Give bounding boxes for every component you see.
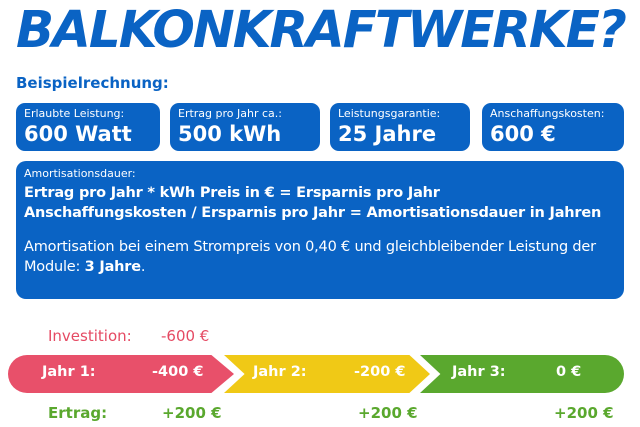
timeline-segment-year1: Jahr 1: -400 €	[8, 355, 234, 393]
card-value: 500 kWh	[178, 122, 282, 146]
subtitle: Beispielrechnung:	[16, 74, 169, 92]
amortisation-note: Amortisation bei einem Strompreis von 0,…	[24, 237, 616, 277]
card-kosten: Anschaffungskosten: 600 €	[482, 103, 624, 151]
note-end: .	[140, 259, 146, 275]
segment-value: -200 €	[354, 364, 406, 380]
card-garantie: Leistungsgarantie: 25 Jahre	[330, 103, 470, 151]
note-emphasis: 3 Jahre	[84, 259, 141, 275]
segment-label: Jahr 2:	[253, 364, 307, 380]
segment-label: Jahr 1:	[42, 364, 96, 380]
card-value: 600 €	[490, 122, 556, 146]
investition-value: -600 €	[161, 327, 210, 345]
note-text: Amortisation bei einem Strompreis von 0,…	[24, 239, 596, 275]
segment-value: -400 €	[152, 364, 204, 380]
timeline-segment-year2: Jahr 2: -200 €	[224, 355, 430, 393]
card-label: Anschaffungskosten:	[490, 107, 605, 120]
ertrag-label: Ertrag:	[48, 404, 108, 422]
amortisation-label: Amortisationsdauer:	[24, 167, 136, 180]
segment-value: 0 €	[556, 364, 582, 380]
card-value: 600 Watt	[24, 122, 132, 146]
timeline-segment-year3: Jahr 3: 0 €	[420, 355, 624, 393]
page-title: BALKONKRAFTWERKE?	[16, 1, 627, 60]
card-label: Leistungsgarantie:	[338, 107, 441, 120]
card-label: Ertrag pro Jahr ca.:	[178, 107, 282, 120]
segment-label: Jahr 3:	[452, 364, 506, 380]
card-ertrag: Ertrag pro Jahr ca.: 500 kWh	[170, 103, 320, 151]
ertrag-value-year2: +200 €	[358, 404, 418, 422]
ertrag-value-year1: +200 €	[162, 404, 222, 422]
ertrag-value-year3: +200 €	[554, 404, 614, 422]
investition-label: Investition:	[48, 327, 132, 345]
card-label: Erlaubte Leistung:	[24, 107, 125, 120]
amortisation-box: Amortisationsdauer: Ertrag pro Jahr * kW…	[16, 161, 624, 299]
formula-amortisation: Anschaffungskosten / Ersparnis pro Jahr …	[24, 205, 602, 221]
formula-ersparnis: Ertrag pro Jahr * kWh Preis in € = Erspa…	[24, 185, 440, 201]
card-leistung: Erlaubte Leistung: 600 Watt	[16, 103, 160, 151]
card-value: 25 Jahre	[338, 122, 437, 146]
